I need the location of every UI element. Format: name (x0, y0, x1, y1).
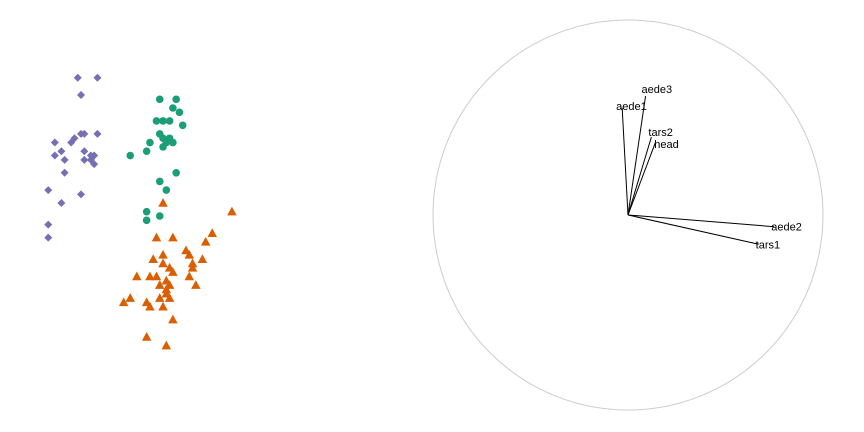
scatter-point-triangle-16 (132, 271, 142, 281)
scatter-point-triangle-35 (161, 340, 172, 350)
scatter-point-circle-3 (175, 108, 184, 117)
scatter-point-triangle-26 (164, 293, 175, 302)
loading-line-tars2 (627, 136, 652, 216)
scatter-point-triangle-10 (148, 254, 158, 263)
scatter-point-diamond-10 (57, 147, 66, 156)
scatter-point-triangle-28 (155, 293, 165, 302)
scatter-point-diamond-1 (93, 73, 102, 82)
scatter-point-triangle-4 (168, 232, 178, 242)
scatter-point-circle-0 (155, 95, 164, 104)
scatter-point-triangle-2 (207, 228, 217, 238)
scatter-point-triangle-33 (168, 314, 178, 324)
scatter-point-diamond-18 (60, 168, 69, 177)
scatter-point-circle-1 (172, 95, 180, 104)
scatter-point-triangle-22 (155, 280, 165, 289)
loading-line-aede2 (627, 214, 775, 228)
scatter-point-diamond-3 (50, 138, 59, 147)
scatter-point-diamond-8 (93, 129, 102, 138)
scatter-point-triangle-7 (158, 249, 168, 259)
loading-line-aede3 (627, 95, 647, 216)
scatter-point-triangle-3 (151, 232, 162, 242)
scatter-point-diamond-20 (77, 190, 86, 199)
scatter-point-diamond-9 (50, 151, 59, 160)
scatter-point-triangle-5 (200, 236, 211, 246)
scatter-point-diamond-23 (44, 233, 53, 242)
scatter-point-diamond-17 (90, 160, 99, 169)
scatter-point-circle-7 (178, 121, 187, 130)
scatter-point-diamond-22 (44, 220, 53, 229)
scatter-point-diamond-0 (73, 73, 82, 82)
scatter-point-circle-13 (169, 138, 177, 147)
scatter-point-circle-6 (165, 117, 174, 125)
scatter-point-triangle-9 (197, 254, 208, 263)
scatter-point-triangle-18 (151, 271, 162, 281)
scatter-point-triangle-31 (158, 301, 168, 311)
scatter-point-circle-14 (159, 143, 167, 151)
loading-label-aede2: aede2 (771, 222, 802, 234)
scatter-point-triangle-30 (145, 301, 155, 311)
scatter-point-triangle-20 (184, 271, 195, 281)
loading-label-tars1: tars1 (756, 239, 780, 251)
scatter-point-circle-11 (146, 138, 154, 147)
scatter-point-diamond-11 (60, 155, 69, 164)
scatter-point-triangle-34 (141, 331, 152, 341)
scatter-point-circle-15 (142, 147, 151, 155)
scatter-point-circle-18 (155, 177, 164, 186)
loading-line-aede1 (621, 107, 629, 216)
scatter-point-circle-20 (155, 212, 164, 220)
scatter-point-triangle-32 (118, 297, 129, 307)
loading-label-head: head (654, 139, 678, 151)
scatter-point-diamond-12 (80, 147, 89, 156)
scatter-point-triangle-15 (168, 267, 178, 276)
loading-label-tars2: tars2 (648, 127, 672, 139)
scatter-point-circle-17 (172, 169, 180, 177)
scatter-point-circle-5 (159, 117, 167, 125)
scatter-point-triangle-14 (187, 262, 198, 272)
loading-label-aede1: aede1 (616, 101, 647, 113)
scatter-point-diamond-7 (80, 129, 89, 138)
scatter-point-circle-2 (169, 104, 177, 112)
scatter-point-diamond-16 (80, 155, 89, 164)
loading-line-head (627, 142, 656, 216)
scatter-point-diamond-2 (77, 91, 86, 100)
scatter-point-triangle-21 (191, 280, 201, 289)
scatter-point-circle-22 (142, 216, 151, 225)
scatter-point-diamond-19 (44, 186, 53, 195)
scatter-point-triangle-24 (164, 280, 175, 289)
loading-line-tars1 (627, 214, 759, 245)
scatter-point-triangle-27 (125, 293, 135, 302)
scatter-point-circle-21 (142, 207, 151, 216)
scatter-point-triangle-17 (145, 271, 155, 281)
scatter-point-diamond-21 (57, 199, 66, 208)
scatter-point-circle-19 (162, 186, 171, 194)
scatter-point-triangle-0 (158, 198, 168, 207)
scatter-point-circle-4 (152, 117, 161, 125)
scatter-point-diamond-15 (90, 151, 99, 160)
scatter-point-triangle-8 (184, 249, 195, 259)
unit-circle (432, 19, 824, 411)
scatter-point-circle-16 (126, 151, 135, 160)
loading-label-aede3: aede3 (642, 84, 673, 96)
scatter-point-triangle-12 (158, 258, 168, 268)
scatter-point-diamond-5 (70, 134, 79, 143)
scatter-point-triangle-1 (227, 206, 237, 216)
